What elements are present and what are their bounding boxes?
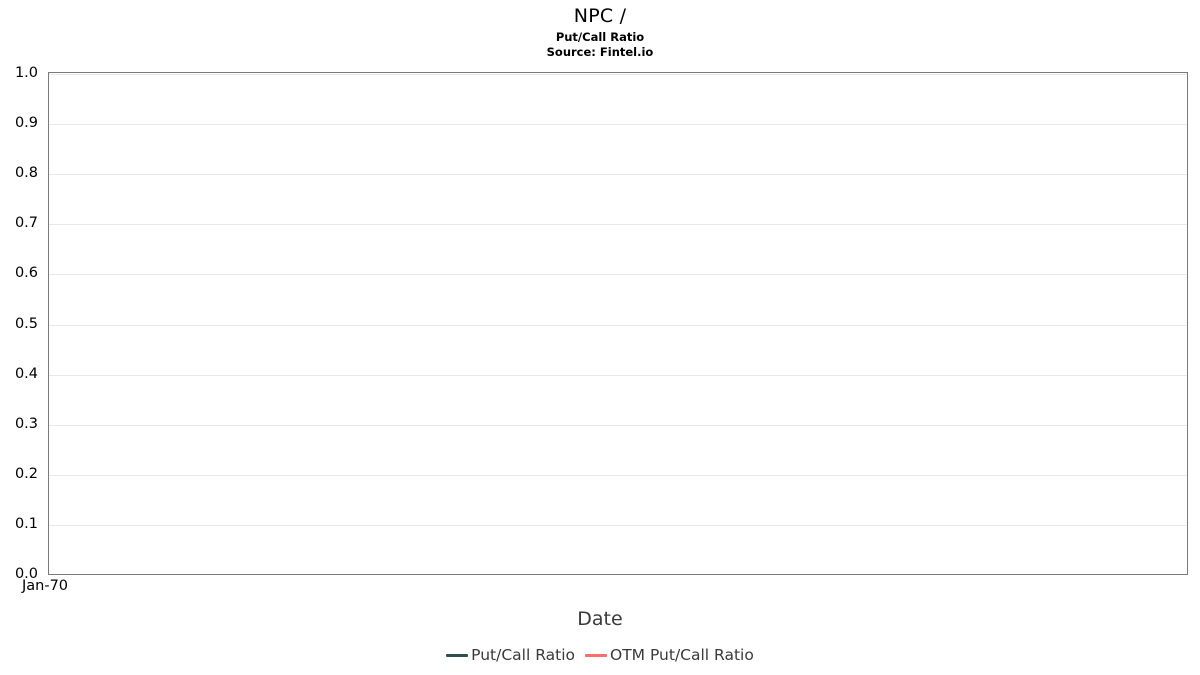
chart-source-label: Source: Fintel.io	[546, 45, 654, 59]
y-tick-label: 0.2	[14, 465, 38, 482]
gridline	[49, 124, 1187, 126]
chart-legend: Put/Call Ratio OTM Put/Call Ratio	[0, 646, 1200, 664]
gridline	[49, 324, 1187, 326]
y-axis: 0.0 0.1 0.2 0.3 0.4 0.5 0.6 0.7 0.8 0.9 1.0	[0, 65, 44, 582]
legend-item[interactable]: OTM Put/Call Ratio	[585, 646, 754, 664]
gridline	[49, 424, 1187, 426]
y-tick-label: 0.5	[14, 315, 38, 332]
gridline	[49, 524, 1187, 526]
y-tick-label: 0.6	[14, 265, 38, 282]
gridline	[49, 224, 1187, 226]
y-tick-label: 0.0	[14, 566, 38, 582]
legend-swatch-icon	[446, 653, 469, 657]
legend-item[interactable]: Put/Call Ratio	[446, 646, 575, 664]
legend-label: OTM Put/Call Ratio	[610, 646, 754, 664]
y-tick-label: 0.1	[14, 515, 38, 532]
gridline	[49, 474, 1187, 476]
chart-title-block: NPC / Put/Call Ratio Source: Fintel.io	[0, 4, 1200, 60]
chart-subtitle: Put/Call Ratio	[555, 30, 645, 44]
y-tick-label: 1.0	[14, 65, 38, 81]
y-tick-label: 0.4	[14, 365, 38, 382]
legend-label: Put/Call Ratio	[471, 646, 576, 664]
x-tick-label: Jan-70	[22, 578, 69, 594]
gridline	[49, 174, 1187, 176]
x-axis-title: Date	[577, 608, 623, 630]
y-tick-label: 0.8	[14, 165, 38, 182]
plot-area	[48, 72, 1188, 575]
gridline	[49, 374, 1187, 376]
y-tick-label: 0.3	[14, 415, 38, 432]
page-title: NPC /	[573, 5, 627, 27]
gridline	[49, 274, 1187, 276]
series-layer	[49, 73, 1187, 574]
y-tick-label: 0.7	[14, 215, 38, 232]
legend-swatch-icon	[585, 653, 608, 657]
x-axis: Jan-70	[0, 578, 1200, 602]
y-tick-label: 0.9	[14, 115, 38, 132]
gridline	[49, 74, 1187, 75]
